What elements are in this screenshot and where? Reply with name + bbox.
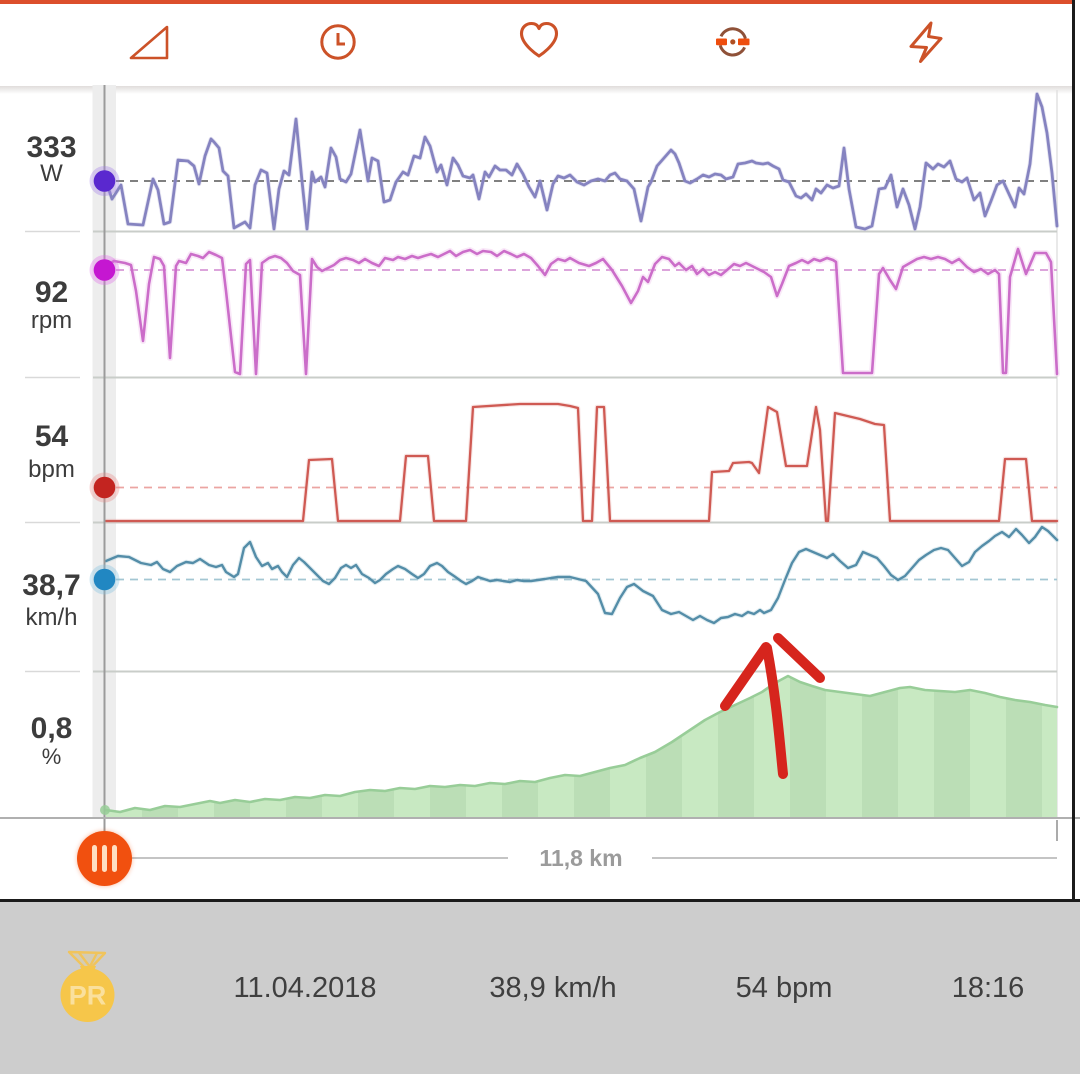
svg-text:PR: PR: [69, 981, 107, 1011]
